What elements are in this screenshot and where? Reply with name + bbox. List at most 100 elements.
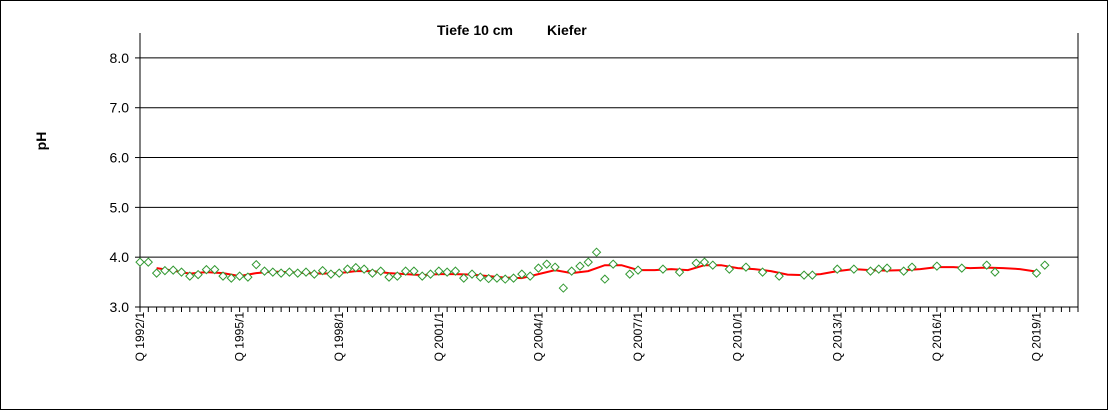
data-point	[459, 273, 469, 283]
data-point	[807, 270, 818, 280]
data-point	[342, 264, 353, 274]
data-point	[135, 257, 145, 267]
x-tick-label: Q 2016/1	[930, 312, 944, 362]
data-point	[425, 269, 436, 279]
data-point	[757, 267, 768, 277]
data-point	[185, 271, 195, 281]
data-point	[550, 262, 560, 272]
data-point	[699, 257, 710, 267]
x-tick-label: Q 2013/1	[830, 312, 844, 362]
x-tick-label: Q 2010/1	[731, 312, 745, 362]
data-point	[151, 268, 162, 278]
plot-area: 3.0 4.0 5.0 6.0 7.0 8.0 Q 1992/1 Q 1995/1 Q 1998…	[110, 33, 1079, 362]
chart-title-species: Kiefer	[547, 22, 587, 38]
data-point	[542, 259, 552, 269]
data-point	[849, 264, 859, 274]
data-point	[799, 270, 809, 280]
data-point	[658, 264, 668, 274]
x-tick-label: Q 2001/1	[432, 312, 446, 362]
data-point	[990, 267, 1000, 277]
data-point	[193, 269, 203, 280]
data-point	[160, 265, 170, 276]
data-point	[210, 264, 220, 275]
data-point	[600, 274, 610, 284]
y-tick-label: 7.0	[110, 100, 130, 116]
y-tick-label: 3.0	[110, 299, 130, 315]
data-point	[674, 267, 685, 277]
data-point	[434, 266, 444, 276]
data-point	[384, 272, 394, 282]
data-point	[508, 273, 519, 283]
y-tick-label: 6.0	[110, 150, 130, 166]
data-point	[392, 271, 403, 281]
data-point	[525, 271, 535, 281]
data-point	[832, 264, 842, 274]
data-point	[932, 261, 942, 271]
data-point	[533, 263, 544, 273]
data-point	[376, 266, 386, 276]
y-tick-label: 5.0	[110, 199, 130, 215]
data-point	[633, 265, 643, 275]
data-point	[724, 264, 735, 274]
data-point	[981, 260, 992, 270]
data-point	[1031, 268, 1042, 278]
x-tick-label: Q 1998/1	[332, 312, 346, 362]
data-point	[218, 271, 228, 281]
data-point	[558, 283, 569, 293]
data-point	[608, 259, 618, 269]
chart-title-depth: Tiefe 10 cm	[437, 22, 513, 38]
data-point	[417, 271, 427, 281]
x-tick-label: Q 1992/1	[133, 312, 147, 362]
data-point	[874, 264, 884, 274]
data-point	[301, 267, 311, 277]
data-point	[400, 266, 411, 276]
y-axis-label: pH	[33, 132, 49, 151]
data-point	[517, 269, 527, 279]
data-point	[168, 265, 178, 275]
data-point	[625, 269, 635, 279]
data-point	[293, 268, 303, 278]
data-point	[143, 257, 154, 267]
data-point	[591, 247, 602, 257]
data-point	[284, 267, 295, 277]
data-point	[575, 261, 585, 271]
y-tick-label: 4.0	[110, 249, 130, 265]
data-point	[176, 267, 187, 277]
data-point	[450, 266, 461, 276]
data-point	[226, 273, 237, 283]
data-point	[367, 268, 378, 278]
data-point	[865, 266, 876, 276]
data-point	[475, 272, 486, 282]
data-point	[708, 260, 718, 270]
data-point	[467, 269, 477, 279]
data-point	[691, 258, 701, 268]
data-point	[907, 262, 917, 272]
x-tick-label: Q 2004/1	[531, 312, 545, 362]
data-point	[957, 263, 967, 273]
data-point	[309, 269, 320, 279]
data-point	[583, 257, 593, 267]
x-tick-label: Q 1995/1	[233, 312, 247, 362]
data-point	[276, 268, 286, 278]
data-point	[500, 274, 510, 284]
data-point	[566, 266, 577, 276]
data-point	[898, 266, 909, 276]
data-point	[409, 266, 419, 276]
data-point	[334, 268, 344, 278]
data-point	[234, 271, 245, 281]
data-point	[741, 262, 751, 272]
data-point	[201, 264, 212, 275]
data-point	[243, 272, 253, 282]
data-point	[492, 273, 502, 283]
x-tick-label: Q 2019/1	[1029, 312, 1043, 362]
data-point	[359, 264, 369, 274]
data-point	[317, 265, 328, 276]
data-point	[483, 273, 494, 284]
data-point	[251, 259, 261, 270]
x-tick-label: Q 2007/1	[631, 312, 645, 362]
y-tick-label: 8.0	[110, 50, 130, 66]
data-point	[326, 269, 336, 279]
data-point	[259, 266, 270, 276]
